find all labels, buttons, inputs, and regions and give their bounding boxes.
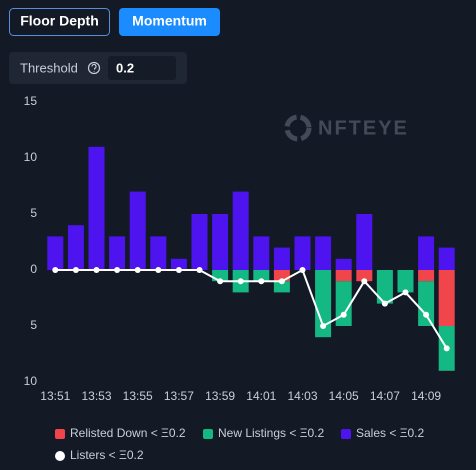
x-tick-label: 13:53	[81, 389, 111, 403]
line-point	[299, 267, 306, 273]
x-tick-label: 14:03	[287, 389, 317, 403]
x-tick-label: 14:01	[246, 389, 276, 403]
bar	[88, 146, 105, 270]
line-point	[361, 278, 368, 285]
legend-label: Sales < Ξ0.2	[356, 426, 425, 440]
button-label[interactable]: Floor Depth	[20, 13, 99, 29]
bar	[376, 270, 393, 304]
bar	[67, 225, 84, 270]
bar	[253, 270, 270, 282]
threshold-value[interactable]: 0.2	[116, 60, 134, 75]
bar	[438, 247, 455, 270]
bar	[129, 191, 146, 270]
bar	[294, 236, 311, 270]
bar	[191, 214, 208, 270]
bar	[315, 270, 332, 338]
y-tick-label: 10	[24, 150, 38, 164]
button-label[interactable]: Momentum	[132, 13, 207, 29]
line-point	[134, 267, 141, 273]
bar	[253, 236, 270, 270]
y-tick-label: 0	[30, 262, 37, 276]
line-point	[258, 278, 265, 285]
bar	[273, 247, 290, 270]
x-tick-label: 13:59	[205, 389, 235, 403]
bar	[232, 191, 249, 270]
legend-marker	[203, 429, 213, 439]
line-point	[423, 311, 430, 318]
momentum-button[interactable]	[119, 8, 220, 36]
threshold-label: Threshold	[20, 60, 78, 75]
y-tick-label: 5	[30, 206, 37, 220]
x-tick-label: 13:57	[164, 389, 194, 403]
bar	[397, 270, 414, 293]
bar	[150, 236, 167, 270]
bar	[418, 236, 435, 270]
bar	[273, 281, 290, 293]
line-point	[320, 323, 327, 329]
help-icon-glyph	[91, 63, 97, 72]
legend-marker	[55, 429, 65, 439]
bar	[335, 281, 352, 326]
line-point	[217, 278, 224, 285]
bar	[418, 281, 435, 326]
line-point	[52, 267, 59, 273]
bar	[315, 236, 332, 270]
watermark: NFTEYE	[284, 114, 409, 142]
line-point	[155, 267, 162, 273]
bar	[212, 214, 229, 270]
line-point	[237, 278, 244, 285]
line-point	[72, 267, 79, 273]
y-tick-label: 5	[30, 318, 37, 332]
line-point	[402, 289, 409, 296]
help-icon[interactable]	[87, 61, 101, 75]
bar	[356, 270, 373, 282]
bar	[438, 270, 455, 326]
y-tick-label: 15	[24, 94, 38, 108]
x-tick-label: 14:07	[370, 389, 400, 403]
line-point	[114, 267, 121, 273]
bar	[47, 236, 64, 270]
line-point	[278, 278, 285, 285]
bar	[418, 270, 435, 282]
bar	[335, 270, 352, 282]
line-point	[196, 267, 203, 273]
x-tick-label: 14:09	[411, 389, 441, 403]
x-tick-label: 14:05	[329, 389, 359, 403]
line-point	[93, 267, 100, 273]
bar	[170, 258, 187, 270]
legend-label: Listers < Ξ0.2	[70, 448, 144, 462]
legend-label: Relisted Down < Ξ0.2	[70, 426, 186, 440]
watermark-text: NFTEYE	[318, 117, 409, 139]
legend-marker	[341, 429, 351, 439]
legend-label: New Listings < Ξ0.2	[218, 426, 325, 440]
x-tick-label: 13:55	[123, 389, 153, 403]
bar	[356, 214, 373, 270]
y-tick-label: 10	[24, 374, 38, 388]
floor-depth-button[interactable]	[9, 8, 110, 36]
bar	[335, 258, 352, 270]
line-point	[175, 267, 182, 273]
line-point	[381, 300, 388, 307]
bar	[109, 236, 126, 270]
line-point	[443, 345, 450, 352]
legend-marker	[55, 451, 65, 461]
bar	[273, 270, 290, 282]
x-tick-label: 13:51	[40, 389, 70, 403]
line	[55, 268, 448, 349]
line-point	[340, 311, 347, 318]
threshold-input[interactable]	[108, 56, 176, 80]
bar	[212, 270, 229, 282]
